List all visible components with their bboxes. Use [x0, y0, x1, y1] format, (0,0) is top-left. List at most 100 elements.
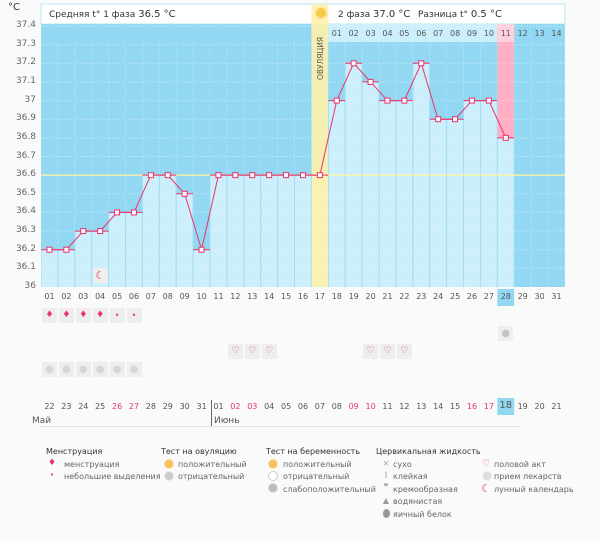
- legend-pregtest-positive: положительный: [283, 460, 352, 469]
- x-tick-label: 02: [61, 292, 72, 301]
- phase1-value: 36.5 °C: [138, 9, 176, 20]
- sex-icon: ♡: [366, 346, 375, 356]
- watery-icon: ▲: [382, 496, 390, 505]
- moon-icon: ☾: [95, 269, 106, 282]
- x-tick-label: 01: [44, 292, 55, 301]
- calendar-date: 24: [78, 402, 89, 411]
- x-tick-label: 22: [399, 292, 410, 301]
- data-point: [249, 172, 256, 179]
- menstruation-icon: ♦: [62, 310, 71, 320]
- phase2-day-label: 13: [534, 29, 545, 38]
- x-tick-label: 14: [264, 292, 275, 301]
- data-point: [164, 172, 171, 179]
- menstruation-icon: ♦: [79, 310, 88, 320]
- sex-cell[interactable]: ♡: [363, 344, 379, 359]
- data-point: [316, 172, 323, 179]
- data-point: [468, 97, 475, 104]
- sex-cell[interactable]: ♡: [396, 344, 412, 359]
- x-tick-label: 10: [196, 292, 207, 301]
- x-tick-label: 18: [331, 292, 342, 301]
- month-may: Май: [32, 416, 52, 426]
- calendar-date: 06: [297, 402, 309, 411]
- y-tick-label: 36.7: [15, 150, 36, 161]
- y-tick-label: 36.5: [15, 187, 36, 198]
- menstruation-cell[interactable]: ♦: [92, 308, 108, 323]
- phase2-day-label: 12: [517, 29, 528, 38]
- medicine-icon: ●: [45, 364, 54, 375]
- medicine-cell[interactable]: ●: [126, 362, 142, 377]
- highlight-column: [497, 24, 515, 138]
- phase1-label: Средняя t° 1 фаза: [49, 10, 136, 20]
- data-point: [384, 97, 391, 104]
- y-tick-label: 36.2: [15, 243, 36, 254]
- data-point: [485, 97, 492, 104]
- data-point: [266, 172, 273, 179]
- menstruation-icon: ♦: [47, 458, 57, 468]
- legend-cervical-title: Цервикальная жидкость: [376, 447, 481, 456]
- x-tick-label: 15: [281, 292, 292, 301]
- y-tick-label: 37.4: [15, 20, 36, 30]
- sex-cell[interactable]: ♡: [261, 344, 277, 359]
- month-june: Июнь: [214, 416, 240, 426]
- moon-icon: ☾: [481, 482, 491, 495]
- calendar-date: 03: [247, 402, 258, 411]
- data-point: [333, 97, 340, 104]
- phase2-day-label: 05: [399, 29, 410, 38]
- medicine-cell[interactable]: ●: [42, 362, 57, 377]
- phase2-value: 37.0 °C: [372, 9, 411, 20]
- y-tick-label: 37.3: [15, 38, 36, 49]
- pregnancy-weak-icon: ●: [501, 328, 511, 339]
- unit-label: °C: [8, 2, 20, 13]
- spotting-cell[interactable]: •: [126, 308, 142, 323]
- calendar-date: 29: [162, 402, 173, 411]
- medicine-icon: ●: [129, 364, 139, 375]
- sex-cell[interactable]: ♡: [244, 344, 260, 359]
- phase2-day-label: 07: [433, 29, 444, 38]
- legend-ovtest-negative: отрицательный: [178, 472, 245, 481]
- sex-icon: ♡: [383, 346, 392, 356]
- phase2-day-label: 09: [466, 29, 478, 38]
- creamy-icon: ❞: [383, 483, 389, 493]
- data-point: [198, 246, 205, 253]
- phase2-day-label: 14: [551, 29, 562, 38]
- menstruation-cell[interactable]: ♦: [58, 308, 74, 323]
- pregnancy-weak-cell[interactable]: ●: [498, 326, 514, 341]
- bar: [447, 119, 463, 287]
- sex-cell[interactable]: ♡: [227, 344, 243, 359]
- data-point: [452, 116, 459, 123]
- heart-icon: ♡: [481, 459, 491, 469]
- data-point: [283, 172, 290, 179]
- x-tick-label: 03: [78, 292, 89, 301]
- eggwhite-icon: [383, 509, 390, 518]
- data-point: [435, 116, 442, 123]
- today-date-box: [497, 398, 515, 415]
- sex-icon: ♡: [248, 346, 257, 356]
- moon-cell[interactable]: ☾: [92, 268, 108, 283]
- y-tick-label: 37: [24, 94, 36, 105]
- x-tick-label: 27: [483, 292, 494, 301]
- medicine-cell[interactable]: ●: [75, 362, 91, 377]
- phase2-label: 2 фаза: [338, 10, 371, 20]
- bar: [244, 175, 261, 287]
- medicine-cell[interactable]: ●: [109, 362, 125, 377]
- bar: [464, 100, 480, 287]
- menstruation-cell[interactable]: ♦: [75, 308, 91, 323]
- bar: [193, 249, 210, 287]
- x-tick-label: 17: [314, 292, 325, 301]
- ovulation-label: ОВУЛЯЦИЯ: [316, 36, 325, 80]
- menstruation-cell[interactable]: ♦: [42, 308, 57, 323]
- calendar-date: 21: [551, 402, 562, 411]
- legend-creamy: кремообразная: [393, 485, 458, 494]
- medicine-cell[interactable]: ●: [58, 362, 74, 377]
- legend-medicine: прием лекарств: [494, 472, 562, 481]
- legend-ovtest-title: Тест на овуляцию: [161, 447, 237, 456]
- medicine-cell[interactable]: ●: [92, 362, 108, 377]
- pregtest-positive-icon: [268, 459, 278, 469]
- spotting-cell[interactable]: •: [109, 308, 125, 323]
- sex-cell[interactable]: ♡: [380, 344, 395, 359]
- legend-eggwhite: яичный белок: [393, 510, 452, 519]
- data-point: [63, 246, 70, 253]
- x-tick-label: 04: [95, 292, 106, 301]
- data-point: [299, 172, 306, 179]
